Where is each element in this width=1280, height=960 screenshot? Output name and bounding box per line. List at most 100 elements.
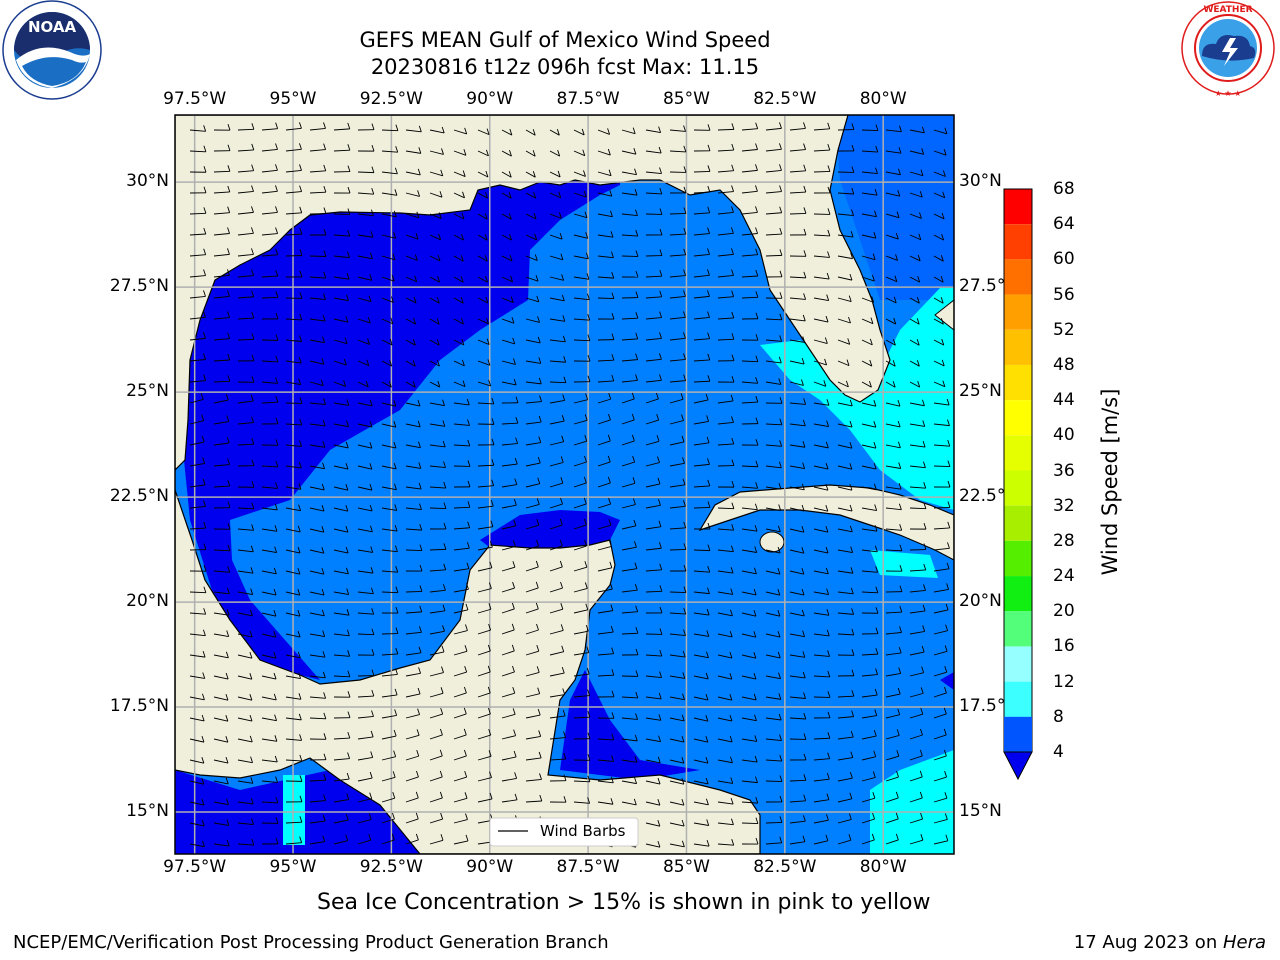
wind-barb (645, 398, 659, 404)
wind-barb (405, 213, 419, 219)
wind-barb (837, 716, 854, 719)
wind-barb (621, 780, 637, 785)
wind-barb (501, 587, 515, 593)
wind-barb-flag (707, 311, 710, 318)
wind-barb-flag (415, 791, 419, 799)
wind-barb-flag (559, 518, 563, 526)
wind-barb-flag (535, 602, 539, 610)
wind-barb (525, 381, 542, 385)
wind-barb-flag (801, 504, 805, 512)
wind-barb-flag (297, 546, 301, 554)
wind-barb-flag (509, 128, 513, 136)
wind-barb-flag (869, 359, 873, 367)
wind-barb (837, 507, 853, 512)
wind-barb (237, 738, 253, 743)
wind-barb (837, 381, 849, 388)
wind-barb (885, 486, 902, 490)
wind-barb (549, 715, 566, 719)
wind-barb (573, 482, 587, 488)
wind-barb (285, 169, 302, 173)
wind-barb (309, 675, 326, 679)
wind-barb-flag (826, 629, 830, 637)
wind-barb-flag (203, 311, 206, 318)
wind-barb (237, 317, 254, 320)
wind-barb-flag (345, 567, 349, 574)
wind-barb (789, 612, 805, 617)
wind-barb (621, 525, 637, 530)
wind-barb (333, 128, 350, 131)
wind-barb (813, 799, 829, 803)
wind-barb (213, 570, 230, 573)
wind-barb (501, 713, 516, 719)
wind-barb-flag (707, 458, 710, 465)
wind-barb-flag (659, 249, 663, 256)
wind-barb-flag (323, 122, 326, 129)
wind-barb (549, 672, 565, 677)
wind-barb (357, 423, 373, 428)
wind-barb (861, 360, 873, 367)
wind-barb (765, 738, 782, 742)
wind-barb-flag (226, 609, 230, 616)
wind-barb-flag (633, 148, 637, 155)
wind-barb (381, 507, 397, 511)
wind-barb-flag (827, 670, 831, 678)
wind-barb-flag (251, 481, 255, 488)
wind-barb (357, 777, 373, 782)
zone-lt4-atlantic (835, 115, 954, 300)
wind-barb (285, 549, 301, 554)
wind-barb (741, 254, 758, 257)
wind-barb (261, 780, 278, 783)
wind-barb (309, 549, 324, 554)
wind-barb (621, 696, 638, 699)
wind-barb-flag (323, 207, 327, 214)
wind-barb-flag (940, 276, 944, 283)
wind-barb (237, 400, 254, 404)
wind-barb (501, 484, 517, 488)
wind-barb (213, 654, 229, 659)
wind-barb (333, 528, 349, 533)
wind-barb-flag (537, 336, 541, 344)
wind-barb (333, 758, 350, 761)
wind-barb-flag (438, 233, 442, 240)
wind-barb-flag (461, 318, 464, 325)
wind-barb-flag (346, 609, 350, 616)
wind-barb (885, 234, 899, 240)
wind-barb-flag (874, 189, 878, 196)
lat-tick-right-1: 27.5°N (959, 276, 1019, 297)
wind-barb-flag (895, 254, 898, 261)
wind-barb-flag (439, 728, 443, 736)
wind-barb (237, 675, 252, 680)
wind-barb (309, 297, 326, 301)
legend-label: Wind Barbs (540, 822, 626, 840)
wind-barb-flag (611, 690, 615, 697)
wind-barb-flag (251, 248, 254, 255)
wind-barb-flag (899, 524, 903, 531)
wind-barb-flag (416, 211, 420, 218)
wind-barb-flag (418, 646, 422, 653)
wind-barb-flag (897, 687, 901, 695)
wind-barb (501, 422, 518, 425)
wind-barb (357, 192, 374, 195)
colorbar-box-7 (1004, 435, 1032, 471)
wind-barb (549, 339, 566, 343)
lat-tick-left-4: 20°N (126, 591, 169, 612)
wind-barb-flag (755, 291, 759, 298)
wind-barb (477, 505, 494, 509)
wind-barb-flag (441, 645, 445, 653)
wind-barb-flag (803, 774, 807, 781)
wind-barb-flag (894, 275, 898, 282)
wind-barb-flag (730, 609, 733, 616)
wind-barb (693, 317, 710, 320)
wind-barb (285, 339, 302, 342)
wind-barb-flag (920, 834, 924, 841)
wind-barb-flag (417, 687, 421, 695)
wind-barb-flag (275, 122, 279, 129)
wind-barb-flag (203, 290, 206, 297)
wind-barb (429, 360, 440, 367)
wind-barb-flag (827, 691, 831, 698)
wind-barb (357, 255, 373, 260)
wind-barb (333, 675, 350, 678)
wind-barb-flag (321, 526, 325, 533)
wind-barb (309, 591, 325, 596)
wind-barb (717, 612, 733, 617)
